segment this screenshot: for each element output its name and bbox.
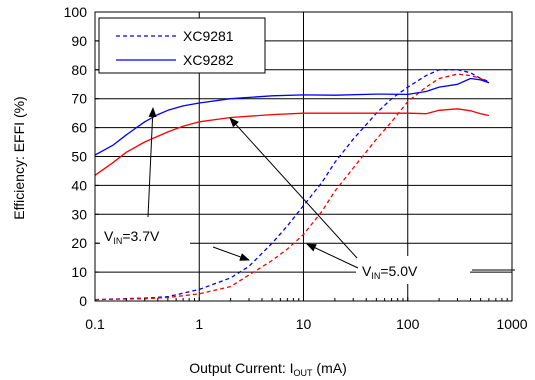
arrow-vin37-a (147, 107, 157, 218)
annotation-vin37-bg (100, 219, 190, 249)
y-tick-label: 30 (71, 206, 87, 222)
series-xc9282_50 (94, 108, 490, 176)
legend: XC9281 XC9282 (98, 17, 266, 74)
annotation-vin50-bg (356, 256, 470, 284)
axis-ticks: 0 10 20 30 40 50 60 70 80 90 100 0.1 1 10 100 1000 (64, 4, 528, 332)
y-tick-label: 90 (71, 33, 87, 49)
series-xc9282_37 (94, 77, 490, 156)
x-tick-label: 1000 (496, 316, 527, 332)
x-axis-title: Output Current: IOUT (mA) (189, 360, 347, 378)
x-tick-label: 1 (195, 316, 203, 332)
y-tick-label: 0 (79, 293, 87, 309)
x-tick-label: 100 (396, 316, 420, 332)
series-xc9281_37 (94, 69, 490, 301)
y-tick-label: 20 (71, 235, 87, 251)
y-tick-label: 70 (71, 91, 87, 107)
arrow-vin37-b (212, 246, 250, 261)
y-tick-label: 60 (71, 120, 87, 136)
arrow-vin50-b (306, 243, 359, 269)
arrow-vin50-a (229, 117, 358, 259)
y-tick-label: 40 (71, 177, 87, 193)
legend-label-xc9281: XC9281 (183, 28, 234, 44)
y-axis-title: Efficiency: EFFI (%) (11, 96, 27, 219)
y-tick-label: 50 (71, 149, 87, 165)
legend-label-xc9282: XC9282 (183, 52, 234, 68)
series-xc9281_50 (94, 73, 490, 301)
x-tick-label: 10 (296, 316, 312, 332)
annotation-vin50: VIN=5.0V (362, 263, 418, 281)
y-tick-label: 10 (71, 264, 87, 280)
y-tick-label: 80 (71, 62, 87, 78)
y-tick-label: 100 (64, 4, 88, 20)
annotation-vin37: VIN=3.7V (104, 228, 160, 246)
x-tick-label: 0.1 (85, 316, 105, 332)
series-group (94, 69, 490, 301)
legend-box (98, 17, 266, 74)
